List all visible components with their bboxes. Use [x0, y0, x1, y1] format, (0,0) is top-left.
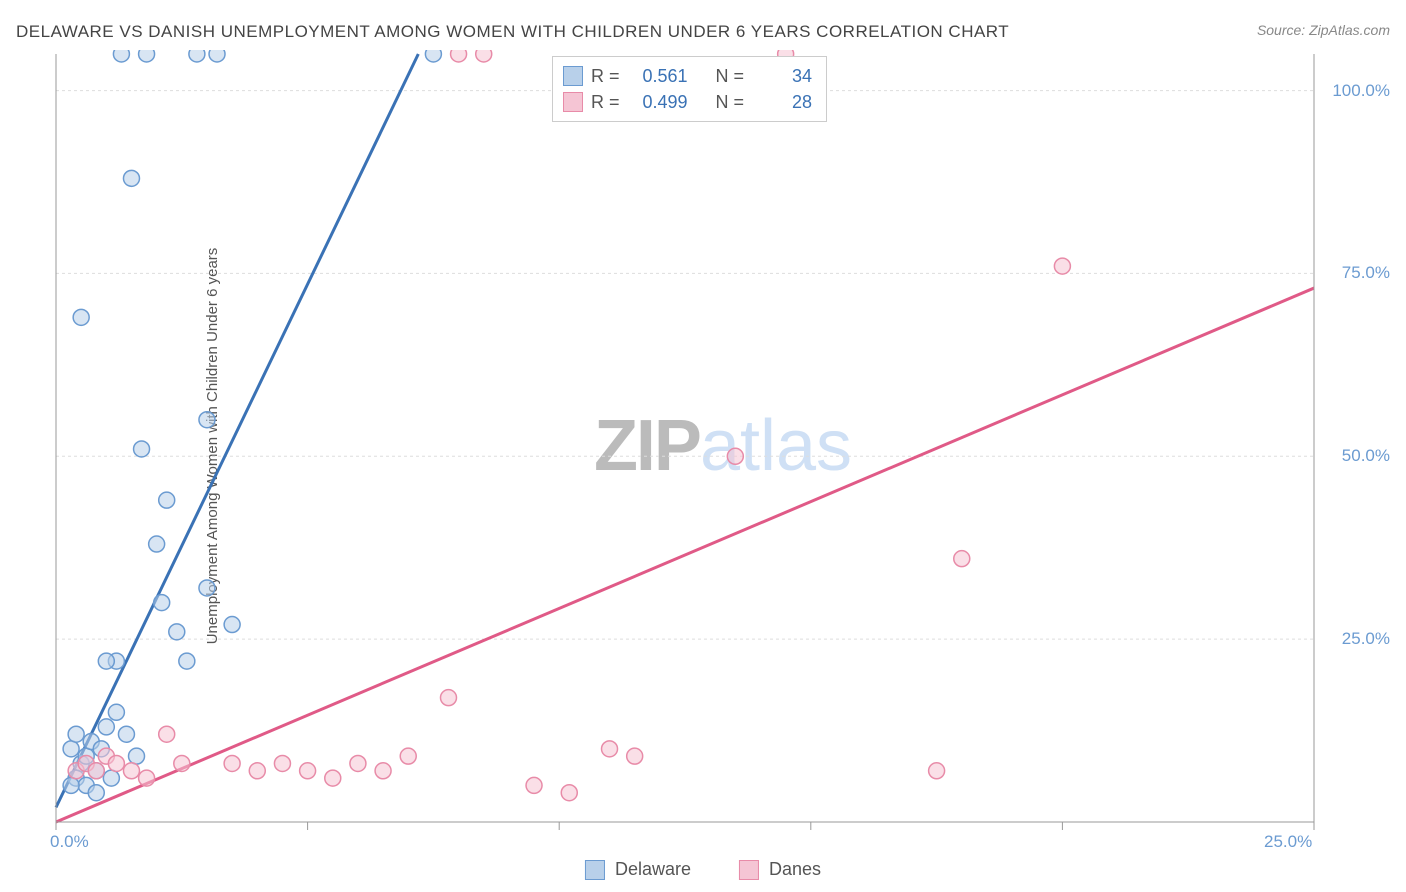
n-label: N =	[716, 63, 745, 89]
chart-area: ZIPatlas R = 0.561 N = 34 R = 0.499 N = …	[52, 50, 1394, 842]
r-label: R =	[591, 89, 620, 115]
chart-title: DELAWARE VS DANISH UNEMPLOYMENT AMONG WO…	[16, 22, 1009, 42]
legend-item-danes: Danes	[739, 859, 821, 880]
y-tick-label: 50.0%	[1342, 446, 1390, 466]
n-label: N =	[716, 89, 745, 115]
y-tick-label: 75.0%	[1342, 263, 1390, 283]
n-value-danes: 28	[752, 89, 812, 115]
r-label: R =	[591, 63, 620, 89]
x-tick-label: 0.0%	[50, 832, 89, 852]
correlation-box: R = 0.561 N = 34 R = 0.499 N = 28	[552, 56, 827, 122]
n-value-delaware: 34	[752, 63, 812, 89]
legend-label-danes: Danes	[769, 859, 821, 880]
swatch-danes-icon	[563, 92, 583, 112]
corr-row-delaware: R = 0.561 N = 34	[563, 63, 812, 89]
legend-item-delaware: Delaware	[585, 859, 691, 880]
y-tick-label: 25.0%	[1342, 629, 1390, 649]
swatch-danes-icon	[739, 860, 759, 880]
y-tick-label: 100.0%	[1332, 81, 1390, 101]
swatch-delaware-icon	[563, 66, 583, 86]
r-value-danes: 0.499	[628, 89, 688, 115]
source-label: Source: ZipAtlas.com	[1257, 22, 1390, 38]
x-tick-label: 25.0%	[1264, 832, 1312, 852]
swatch-delaware-icon	[585, 860, 605, 880]
bottom-legend: Delaware Danes	[585, 859, 821, 880]
corr-row-danes: R = 0.499 N = 28	[563, 89, 812, 115]
legend-label-delaware: Delaware	[615, 859, 691, 880]
scatter-plot	[52, 50, 1394, 842]
r-value-delaware: 0.561	[628, 63, 688, 89]
